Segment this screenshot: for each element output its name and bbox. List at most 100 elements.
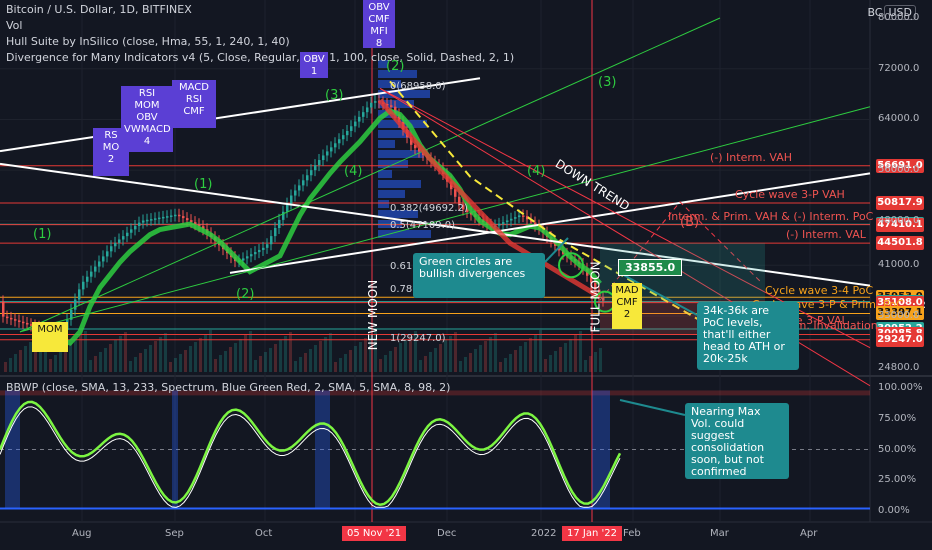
volume-bar [94, 356, 97, 372]
candle-body [118, 239, 121, 243]
bbwp-extreme-zone-0 [5, 390, 20, 509]
volume-bar [509, 354, 512, 372]
candle-body [78, 289, 81, 300]
level-label: Cycle wave 3-4 PoC [765, 283, 874, 297]
volume-bar [564, 343, 567, 372]
candle-body [30, 324, 33, 326]
volume-bar [414, 331, 417, 372]
candle-body [602, 296, 605, 301]
annotation-pointer [619, 399, 686, 416]
volume-bar [64, 347, 67, 372]
volume-bar [594, 352, 597, 372]
candle-body [338, 139, 341, 144]
volume-bar [529, 338, 532, 372]
volume-bar [74, 339, 77, 372]
volume-bar [344, 354, 347, 372]
bbwp-spectrum-line [0, 400, 622, 507]
volume-bar [409, 335, 412, 372]
bbwp-extreme-zone-3 [592, 390, 610, 509]
volume-bar [554, 351, 557, 372]
volume-bar [214, 359, 217, 372]
candle-body [326, 151, 329, 156]
candle-body [530, 219, 533, 223]
candle-body [462, 204, 465, 210]
price-axis-tick: 41000.0 [878, 259, 920, 271]
volume-bar [524, 342, 527, 372]
green-fan-line-2 [19, 106, 871, 333]
volume-profile-bar [378, 60, 388, 68]
annotation-note: Nearing Max Vol. could suggest consolida… [685, 403, 789, 479]
price-axis-tick: 72000.0 [878, 62, 920, 74]
volume-bar [34, 338, 37, 372]
volume-bar [454, 332, 457, 372]
volume-bar [599, 348, 602, 372]
volume-bar [294, 361, 297, 372]
candle-body [502, 222, 505, 224]
volume-profile-bar [378, 130, 411, 138]
candle-body [162, 216, 165, 219]
volume-profile-bar [378, 210, 418, 218]
volume-bar [279, 340, 282, 372]
volume-bar [354, 346, 357, 372]
candle-body [330, 147, 333, 152]
candle-body [286, 203, 289, 212]
bearish-divergence-tag: RSI MOM OBV VWMACD 4 [121, 86, 173, 152]
price-level-label: 35108.0 [876, 295, 924, 310]
candle-body [590, 275, 593, 283]
bearish-divergence-tag: OBV CMF MFI 8 [363, 0, 395, 49]
candle-body [106, 251, 109, 257]
candle-body [498, 223, 501, 226]
volume-bar [204, 334, 207, 372]
volume-bar [394, 347, 397, 372]
bullish-divergence-tag: MAD CMF 2 [612, 283, 642, 329]
volume-bar [404, 339, 407, 372]
volume-profile-bar [378, 230, 431, 238]
volume-bar [19, 350, 22, 372]
candle-body [322, 155, 325, 161]
volume-bar [189, 346, 192, 372]
bullish-divergence-circle [558, 252, 584, 279]
candle-body [86, 276, 89, 282]
candle-body [302, 180, 305, 186]
volume-bar [59, 351, 62, 372]
candle-body [242, 258, 245, 261]
volume-bar [544, 359, 547, 372]
annotation-pointer [617, 271, 698, 316]
volume-bar [309, 349, 312, 372]
volume-bar [124, 332, 127, 372]
volume-bar [274, 344, 277, 372]
wave-label: (3) [598, 75, 617, 91]
time-axis-tick: Sep [165, 528, 184, 539]
volume-bar [159, 337, 162, 372]
time-axis-tick: 05 Nov '21 [342, 526, 407, 541]
volume-bar [289, 332, 292, 372]
bbwp-axis-tick: 75.00% [878, 412, 917, 424]
volume-bar [369, 334, 372, 372]
volume-bar [494, 333, 497, 372]
candle-body [110, 246, 113, 252]
candle-body [362, 112, 365, 117]
volume-bar [104, 348, 107, 372]
candle-body [510, 218, 513, 221]
candle-body [250, 254, 253, 257]
bullish-divergence-tag: MOM [32, 322, 68, 352]
volume-bar [154, 341, 157, 372]
candle-body [258, 249, 261, 253]
volume-bar [479, 345, 482, 372]
currency-selector[interactable]: BC USD [867, 5, 916, 20]
volume-profile-bar [378, 160, 408, 168]
candle-body [506, 220, 509, 223]
volume-bar [539, 330, 542, 372]
annotation-pointer [544, 237, 569, 263]
time-axis-tick: Apr [800, 528, 818, 539]
candle-body [290, 195, 293, 204]
volume-bar [504, 358, 507, 372]
candle-body [374, 101, 377, 103]
candle-body [246, 256, 249, 259]
candle-body [274, 228, 277, 237]
volume-bar [79, 335, 82, 372]
candle-body [278, 219, 281, 228]
candle-body [518, 215, 521, 218]
bbwp-axis-tick: 100.00% [878, 382, 923, 393]
white-trendline-upper [0, 77, 481, 153]
